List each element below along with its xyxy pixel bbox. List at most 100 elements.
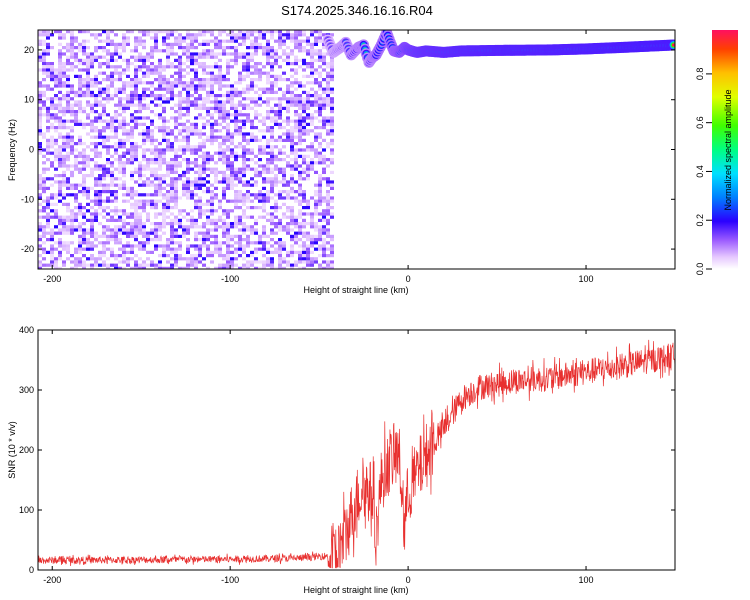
spectrogram-cell bbox=[202, 154, 206, 158]
spectrogram-cell bbox=[222, 225, 226, 229]
spectrogram-cell bbox=[110, 193, 114, 197]
spectrogram-cell bbox=[202, 78, 206, 82]
spectrogram-cell bbox=[134, 68, 138, 72]
spectrogram-cell bbox=[278, 116, 282, 120]
spectrogram-cell bbox=[190, 225, 194, 229]
spectrogram-cell bbox=[222, 148, 226, 152]
spectrogram-cell bbox=[298, 113, 302, 117]
spectrogram-cell bbox=[234, 193, 238, 197]
spectrogram-cell bbox=[186, 142, 190, 146]
spectrogram-cell bbox=[74, 186, 78, 190]
spectrogram-cell bbox=[322, 244, 326, 248]
spectrogram-cell bbox=[314, 81, 318, 85]
spectrogram-cell bbox=[282, 167, 286, 171]
spectrogram-cell bbox=[150, 142, 154, 146]
spectrogram-cell bbox=[142, 122, 146, 126]
spectrogram-cell bbox=[126, 190, 130, 194]
spectrogram-cell bbox=[278, 33, 282, 37]
spectrogram-cell bbox=[150, 238, 154, 242]
spectrogram-cell bbox=[154, 145, 158, 149]
spectrogram-cell bbox=[42, 206, 46, 210]
spectrogram-cell bbox=[266, 218, 270, 222]
spectrogram-cell bbox=[90, 167, 94, 171]
spectrogram-cell bbox=[154, 148, 158, 152]
spectrogram-cell bbox=[178, 116, 182, 120]
spectrogram-cell bbox=[142, 151, 146, 155]
spectrogram-cell bbox=[266, 52, 270, 56]
spectrogram-cell bbox=[270, 222, 274, 226]
spectrogram-cell bbox=[174, 231, 178, 235]
spectrogram-cell bbox=[230, 113, 234, 117]
spectrogram-cell bbox=[106, 42, 110, 46]
spectrogram-cell bbox=[246, 244, 250, 248]
spectrogram-cell bbox=[74, 263, 78, 267]
spectrogram-cell bbox=[158, 49, 162, 53]
spectrogram-cell bbox=[58, 241, 62, 245]
spectrogram-cell bbox=[146, 129, 150, 133]
spectrogram-cell bbox=[298, 142, 302, 146]
spectrogram-cell bbox=[242, 231, 246, 235]
spectrogram-cell bbox=[98, 113, 102, 117]
spectrogram-cell bbox=[118, 46, 122, 50]
spectrogram-cell bbox=[322, 266, 326, 269]
spectrogram-cell bbox=[114, 142, 118, 146]
spectrogram-cell bbox=[38, 122, 42, 126]
spectrogram-cell bbox=[246, 167, 250, 171]
spectrogram-cell bbox=[286, 135, 290, 139]
spectrogram-cell bbox=[170, 132, 174, 136]
spectrogram-cell bbox=[62, 36, 66, 40]
spectrogram-cell bbox=[242, 151, 246, 155]
spectrogram-cell bbox=[198, 55, 202, 59]
spectrogram-cell bbox=[222, 142, 226, 146]
spectrogram-cell bbox=[282, 132, 286, 136]
spectrogram-cell bbox=[254, 113, 258, 117]
spectrogram-cell bbox=[190, 218, 194, 222]
spectrogram-cell bbox=[210, 167, 214, 171]
spectrogram-cell bbox=[158, 180, 162, 184]
spectrogram-cell bbox=[302, 199, 306, 203]
spectrogram-cell bbox=[202, 234, 206, 238]
spectrogram-cell bbox=[146, 106, 150, 110]
spectrogram-cell bbox=[138, 170, 142, 174]
spectrogram-cell bbox=[246, 58, 250, 62]
spectrogram-cell bbox=[126, 36, 130, 40]
spectrogram-cell bbox=[126, 148, 130, 152]
spectrogram-cell bbox=[226, 254, 230, 258]
spectrogram-ridge-mark bbox=[671, 43, 675, 47]
spectrogram-cell bbox=[250, 33, 254, 37]
spectrogram-cell bbox=[86, 100, 90, 104]
spectrogram-cell bbox=[174, 202, 178, 206]
spectrogram-cell bbox=[166, 62, 170, 66]
spectrogram-cell bbox=[110, 218, 114, 222]
spectrogram-cell bbox=[106, 199, 110, 203]
spectrogram-cell bbox=[54, 247, 58, 251]
spectrogram-cell bbox=[242, 170, 246, 174]
spectrogram-cell bbox=[38, 90, 42, 94]
spectrogram-cell bbox=[310, 263, 314, 267]
spectrogram-cell bbox=[78, 49, 82, 53]
spectrogram-cell bbox=[318, 94, 322, 98]
spectrogram-cell bbox=[258, 238, 262, 242]
spectrogram-cell bbox=[194, 186, 198, 190]
spectrogram-cell bbox=[98, 87, 102, 91]
spectrogram-cell bbox=[326, 199, 330, 203]
spectrogram-cell bbox=[186, 247, 190, 251]
spectrogram-cell bbox=[94, 97, 98, 101]
spectrogram-cell bbox=[202, 116, 206, 120]
spectrogram-cell bbox=[290, 158, 294, 162]
spectrogram-cell bbox=[222, 78, 226, 82]
spectrogram-cell bbox=[302, 122, 306, 126]
spectrogram-cell bbox=[198, 148, 202, 152]
spectrogram-cell bbox=[234, 106, 238, 110]
spectrogram-cell bbox=[126, 161, 130, 165]
spectrogram-cell bbox=[146, 238, 150, 242]
spectrogram-cell bbox=[58, 164, 62, 168]
spectrogram-cell bbox=[178, 68, 182, 72]
spectrogram-cell bbox=[98, 100, 102, 104]
spectrogram-cell bbox=[118, 90, 122, 94]
spectrogram-cell bbox=[78, 202, 82, 206]
spectrogram-cell bbox=[258, 68, 262, 72]
spectrogram-cell bbox=[298, 231, 302, 235]
spectrogram-cell bbox=[266, 138, 270, 142]
spectrogram-cell bbox=[198, 206, 202, 210]
